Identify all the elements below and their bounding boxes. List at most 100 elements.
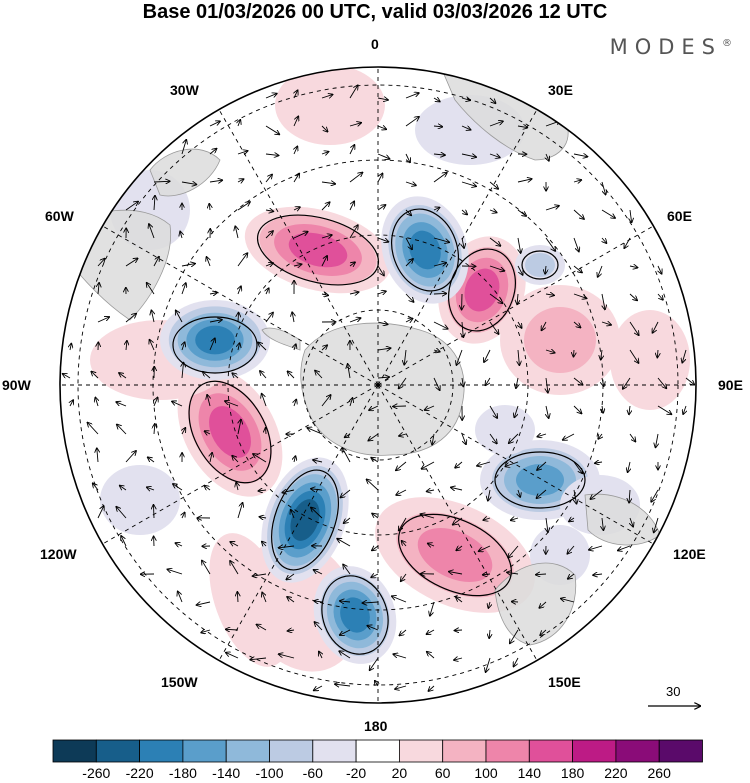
wind-arrow bbox=[209, 338, 215, 351]
wind-arrow bbox=[399, 434, 407, 436]
wind-arrow bbox=[658, 265, 662, 274]
wind-arrow bbox=[518, 349, 519, 365]
wind-arrow bbox=[377, 205, 385, 211]
wind-arrow bbox=[509, 433, 519, 443]
wind-arrow bbox=[294, 146, 297, 155]
meridian-line bbox=[377, 384, 538, 661]
wind-arrow bbox=[340, 629, 351, 635]
wind-arrow bbox=[340, 601, 351, 602]
colorbar-swatch bbox=[615, 739, 660, 763]
wind-arrow bbox=[311, 508, 323, 519]
wind-arrow bbox=[182, 363, 184, 379]
wind-arrow bbox=[477, 461, 491, 466]
wind-arrow bbox=[265, 231, 273, 239]
wind-arrow bbox=[209, 180, 222, 182]
colorbar-swatch bbox=[269, 739, 314, 763]
wind-arrow bbox=[201, 630, 211, 633]
label-30w: 30W bbox=[170, 82, 199, 98]
wind-arrow bbox=[514, 657, 519, 666]
wind-arrow bbox=[601, 181, 606, 194]
wind-arrow bbox=[265, 154, 278, 155]
wind-arrow bbox=[516, 377, 518, 388]
colorbar-tick-label: 20 bbox=[391, 765, 408, 781]
wind-arrow bbox=[449, 572, 463, 574]
wind-arrow bbox=[321, 152, 328, 154]
wind-arrow bbox=[363, 602, 379, 603]
wind-arrow bbox=[367, 626, 379, 631]
wind-arrow bbox=[598, 434, 602, 439]
wind-arrow bbox=[518, 237, 521, 253]
wind-arrow bbox=[349, 173, 362, 183]
latitude-circle bbox=[227, 234, 529, 536]
wind-arrow bbox=[153, 257, 159, 267]
wind-arrow bbox=[93, 483, 99, 491]
colorbar-swatch bbox=[139, 739, 184, 763]
colorbar-tick-label: 100 bbox=[474, 765, 498, 781]
wind-arrow bbox=[574, 489, 577, 504]
wind-arrow bbox=[182, 428, 185, 435]
colorbar-tick-label: -100 bbox=[255, 765, 284, 781]
wind-arrow bbox=[489, 181, 498, 189]
wind-arrow bbox=[237, 503, 243, 519]
wind-arrow bbox=[573, 405, 581, 413]
wind-arrow bbox=[573, 321, 580, 327]
wind-arrow bbox=[377, 291, 386, 294]
wind-arrow bbox=[253, 454, 267, 463]
wind-arrow bbox=[116, 507, 127, 519]
wind-arrow bbox=[540, 629, 547, 635]
wind-arrow bbox=[629, 266, 637, 268]
wind-arrow bbox=[235, 226, 238, 239]
wind-arrow bbox=[573, 180, 581, 182]
wind-arrow bbox=[623, 377, 631, 389]
wind-arrow bbox=[265, 263, 273, 266]
land-mass bbox=[149, 148, 221, 197]
map-boundary bbox=[59, 66, 697, 704]
label-150w: 150W bbox=[161, 674, 198, 690]
wind-arrow bbox=[197, 602, 211, 605]
wind-arrow bbox=[349, 292, 359, 294]
label-60e: 60E bbox=[667, 208, 692, 224]
meridian-line bbox=[218, 109, 379, 386]
wind-arrow bbox=[546, 153, 549, 161]
wind-arrow bbox=[396, 489, 407, 495]
colorbar-swatch bbox=[225, 739, 270, 763]
wind-arrow bbox=[154, 424, 155, 435]
wind-arrow bbox=[427, 629, 435, 634]
wind-arrow bbox=[537, 434, 547, 437]
wind-arrow bbox=[209, 149, 216, 155]
wind-arrow bbox=[181, 140, 186, 155]
wind-arrow bbox=[462, 377, 463, 386]
wind-arrow bbox=[479, 545, 491, 551]
wind-arrow bbox=[486, 657, 491, 672]
wind-arrow bbox=[377, 153, 389, 159]
wind-arrow bbox=[421, 514, 435, 519]
land-mass bbox=[300, 322, 465, 456]
wind-arrow bbox=[405, 117, 419, 127]
wind-arrow bbox=[257, 625, 267, 631]
wind-arrow bbox=[182, 342, 185, 351]
wind-arrow bbox=[377, 237, 388, 242]
anomaly-shading bbox=[525, 253, 555, 277]
wind-arrow bbox=[505, 461, 519, 466]
wind-arrow bbox=[147, 487, 155, 490]
label-30e: 30E bbox=[548, 82, 573, 98]
wind-arrow bbox=[657, 405, 671, 414]
wind-arrow bbox=[511, 518, 519, 520]
wind-arrow bbox=[488, 489, 490, 501]
wind-arrow bbox=[402, 541, 406, 547]
colorbar-swatch bbox=[398, 739, 444, 763]
wind-arrow bbox=[573, 461, 582, 473]
wind-arrow bbox=[489, 629, 490, 638]
wind-arrow bbox=[288, 371, 295, 379]
wind-arrow bbox=[573, 293, 587, 298]
wind-arrow bbox=[427, 490, 435, 491]
wind-arrow bbox=[405, 209, 411, 215]
wind-arrow bbox=[507, 572, 519, 574]
colorbar-swatch bbox=[442, 739, 487, 763]
label-90e: 90E bbox=[718, 377, 743, 393]
wind-arrow bbox=[545, 206, 559, 211]
wind-arrow bbox=[517, 126, 527, 128]
wind-arrow bbox=[602, 377, 604, 386]
wind-arrow bbox=[461, 210, 467, 215]
wind-arrow bbox=[489, 321, 499, 334]
